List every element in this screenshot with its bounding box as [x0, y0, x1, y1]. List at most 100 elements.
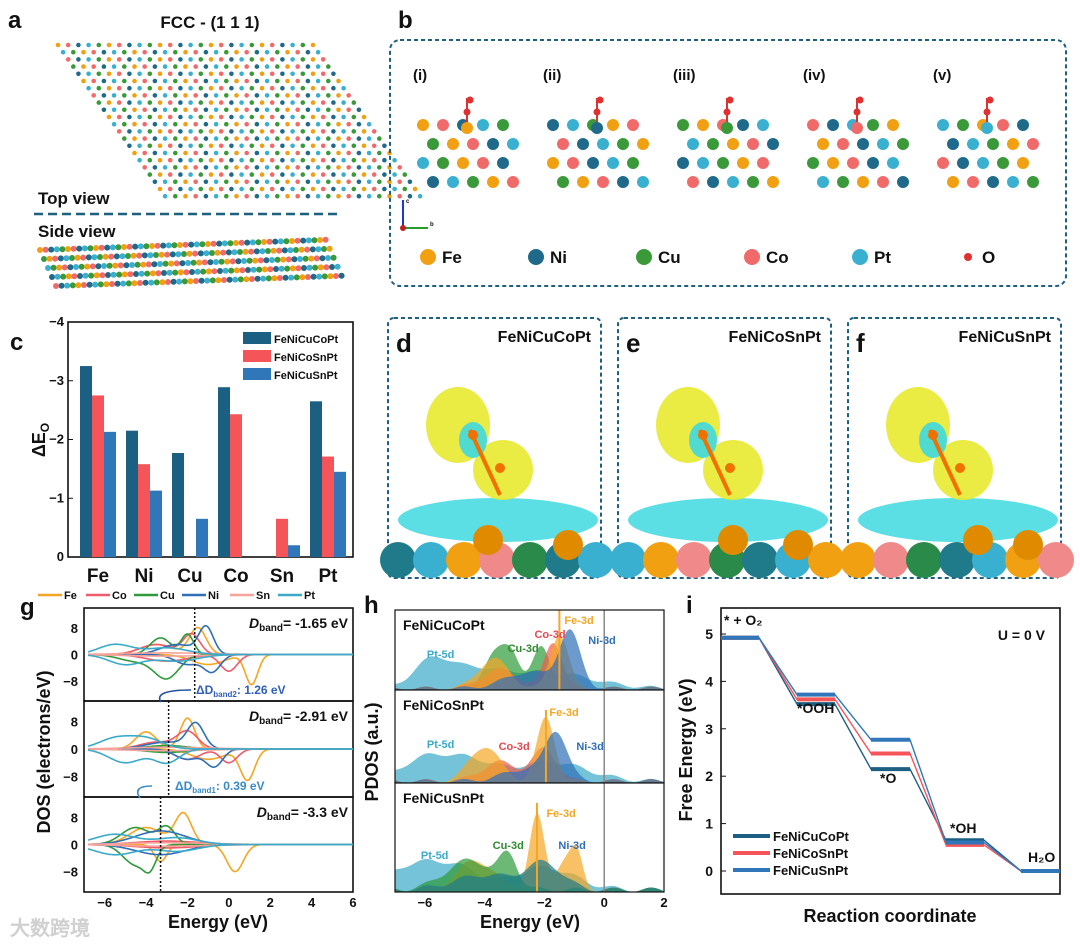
atom [322, 236, 329, 243]
atom [188, 143, 193, 149]
atom [157, 42, 163, 48]
atom [939, 542, 975, 578]
oxygen-atom [593, 108, 601, 116]
y-tick-label: 4 [705, 673, 713, 689]
atom [106, 100, 112, 105]
atom [106, 71, 112, 77]
atom [269, 143, 275, 149]
atom [96, 85, 102, 91]
atom [320, 129, 326, 134]
atom [213, 49, 219, 55]
y-tick-label: 0 [57, 549, 64, 564]
atom [457, 157, 469, 169]
dos-curve-Co-down [88, 748, 353, 764]
atom [259, 57, 265, 62]
atom [203, 193, 209, 199]
atom [285, 256, 292, 263]
dos-curve-Fe-down [88, 748, 353, 782]
atom [361, 129, 367, 134]
atom [259, 100, 265, 105]
atom [167, 71, 173, 77]
atom [239, 186, 244, 192]
legend-swatch-o [964, 253, 972, 261]
atom [300, 57, 306, 62]
atom [261, 239, 267, 245]
dos-curve-Pt-down [87, 843, 353, 856]
atom [341, 100, 346, 105]
atom [239, 157, 244, 163]
atom [138, 270, 145, 277]
atom [91, 64, 96, 69]
atom [222, 267, 229, 274]
atom [259, 129, 265, 134]
atom [336, 150, 341, 156]
dos-subpanel: 8 0 −8 Dband= -2.91 eV [63, 700, 354, 798]
oxygen-atom [853, 108, 861, 116]
atom [204, 277, 211, 284]
atom [189, 269, 195, 275]
atom [147, 114, 153, 120]
atom [320, 85, 326, 91]
atom [250, 266, 257, 273]
atom [76, 42, 81, 48]
atom [366, 179, 372, 185]
atom [147, 71, 153, 77]
atom [817, 176, 829, 188]
atom [101, 49, 107, 55]
atom [224, 121, 229, 127]
atom [220, 249, 227, 256]
atom [244, 136, 249, 141]
bar-FeNiCuSnPt-Pt [334, 471, 346, 557]
panel-e: e FeNiCoSnPt [610, 317, 844, 579]
atom [1027, 138, 1039, 150]
atom [255, 239, 262, 246]
atom [116, 129, 122, 134]
atom [280, 42, 285, 48]
atom [158, 251, 165, 258]
atom [167, 157, 173, 163]
atom [81, 64, 86, 69]
atom [264, 107, 270, 113]
atom [264, 165, 270, 170]
atom [213, 64, 219, 69]
atom [188, 157, 193, 163]
h-x-axis-label: Energy (eV) [480, 912, 580, 932]
bar-FeNiCoSnPt-Ni [138, 464, 150, 557]
atom [63, 255, 70, 262]
atom [382, 186, 387, 192]
o-o-bond [698, 429, 732, 496]
atom [178, 172, 183, 177]
atom [213, 193, 219, 199]
atom [259, 172, 265, 177]
atom [338, 272, 345, 279]
i-y-axis-label: Free Energy (eV) [676, 678, 696, 821]
atom [147, 143, 153, 149]
i-x-axis-label: Reaction coordinate [803, 906, 976, 926]
atom [346, 136, 352, 141]
atom [183, 64, 188, 69]
atom [244, 49, 249, 55]
o-o-bond [468, 429, 502, 496]
c-y-axis-label: ΔEO [29, 423, 52, 457]
atom [239, 57, 244, 62]
atom [317, 237, 323, 243]
structure-label: (i) [413, 67, 427, 84]
panel-letter-a: a [8, 7, 22, 34]
atom [285, 93, 290, 98]
atom [737, 157, 749, 169]
atom [137, 42, 142, 48]
atom [111, 93, 117, 98]
atom [187, 278, 194, 285]
atom [356, 107, 362, 113]
atom [234, 49, 239, 55]
legend-swatch-cu [636, 249, 652, 265]
atom [207, 259, 214, 266]
atom [306, 264, 313, 271]
atom [295, 64, 301, 69]
atom [123, 262, 130, 269]
atom [142, 78, 147, 84]
g-y-axis-label: DOS (electrons/eV) [34, 670, 54, 833]
atom [132, 107, 137, 113]
atom [351, 186, 357, 192]
atom [93, 245, 99, 251]
